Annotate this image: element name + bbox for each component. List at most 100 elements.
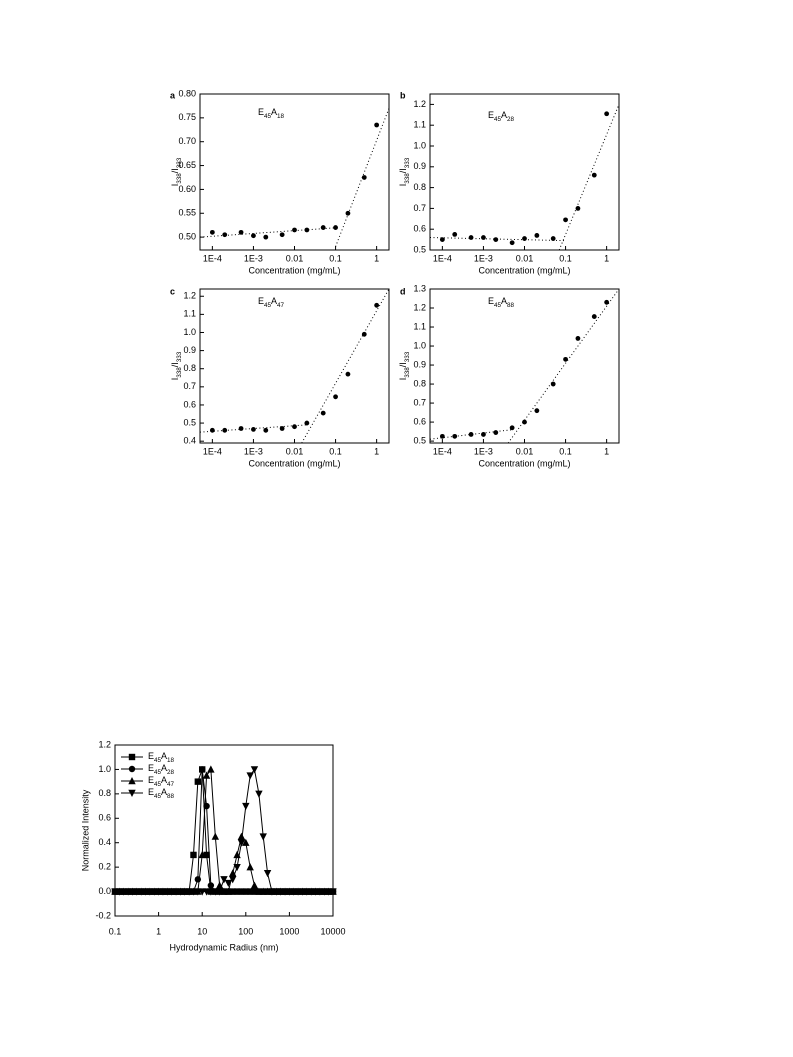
- data-point: [550, 381, 556, 387]
- y-axis-label: Normalized Intensity: [80, 789, 90, 871]
- fit-line: [507, 288, 620, 444]
- y-tick-label: 0.50: [178, 231, 196, 241]
- data-point: [534, 408, 540, 414]
- x-tick-label: 1E-3: [474, 446, 493, 456]
- data-point: [604, 299, 610, 305]
- y-tick-label: 0.80: [178, 88, 196, 98]
- data-point: [238, 426, 244, 431]
- data-point: [224, 879, 233, 888]
- data-point: [481, 235, 486, 240]
- data-point: [242, 802, 250, 811]
- data-point: [304, 420, 310, 426]
- data-point: [591, 172, 597, 178]
- data-point: [207, 882, 215, 889]
- y-tick-label: 0.2: [98, 862, 111, 872]
- legend-marker: [128, 753, 136, 761]
- data-point: [242, 838, 250, 846]
- y-tick-label: 0.60: [178, 184, 196, 194]
- x-axis-label: Concentration (mg/mL): [478, 265, 570, 275]
- annotation: E45A88: [488, 296, 515, 309]
- panel-label: b: [400, 90, 406, 100]
- data-point: [251, 233, 256, 239]
- data-point: [534, 233, 540, 238]
- x-tick-label: 1E-3: [244, 253, 263, 263]
- y-tick-label: 1.1: [413, 321, 426, 331]
- data-point: [190, 851, 197, 859]
- data-point: [251, 427, 256, 432]
- y-tick-label: 0.9: [183, 345, 196, 355]
- y-tick-label: 0.8: [413, 378, 426, 388]
- x-tick-label: 0.1: [109, 926, 122, 936]
- x-tick-label: 1E-4: [203, 446, 222, 456]
- data-point: [563, 217, 568, 223]
- data-point: [229, 876, 237, 884]
- data-point: [361, 175, 367, 180]
- data-point: [345, 371, 351, 377]
- x-tick-label: 1E-4: [433, 253, 452, 263]
- data-point: [493, 430, 499, 435]
- y-tick-label: 0.8: [183, 363, 196, 373]
- y-tick-label: 0.7: [413, 397, 426, 407]
- data-point: [222, 232, 228, 238]
- data-point: [292, 424, 297, 430]
- data-point: [468, 432, 474, 437]
- data-point: [237, 832, 246, 840]
- data-point: [222, 427, 228, 433]
- y-tick-label: 1.0: [98, 764, 111, 774]
- data-point: [522, 236, 527, 241]
- panel-label: c: [170, 286, 175, 296]
- y-tick-label: 1.2: [98, 739, 111, 749]
- y-tick-label: 1.1: [413, 120, 426, 130]
- x-tick-label: 0.01: [516, 446, 534, 456]
- data-point: [304, 227, 310, 233]
- data-point: [575, 206, 581, 211]
- y-axis-label: I338/I333: [398, 351, 411, 380]
- x-tick-label: 1: [374, 253, 379, 263]
- data-point: [209, 229, 215, 235]
- annotation: E45A47: [258, 296, 285, 309]
- y-tick-label: 0.8: [98, 788, 111, 798]
- y-tick-label: 0.4: [98, 837, 111, 847]
- fit-line: [199, 227, 339, 238]
- y-tick-label: 0.5: [413, 435, 426, 445]
- legend-label: E45A28: [148, 763, 175, 776]
- data-point: [591, 314, 597, 319]
- panel-label: d: [400, 286, 406, 296]
- x-tick-label: 100: [238, 926, 253, 936]
- data-point: [211, 832, 220, 840]
- y-tick-label: 0.9: [413, 359, 426, 369]
- x-tick-label: 0.1: [559, 253, 572, 263]
- data-point: [250, 766, 259, 774]
- data-point: [255, 790, 263, 798]
- data-point: [361, 331, 367, 337]
- x-tick-label: 1: [604, 446, 609, 456]
- y-tick-label: 0.6: [98, 813, 111, 823]
- y-tick-label: 0.4: [183, 436, 196, 446]
- y-tick-label: 1.3: [413, 283, 426, 293]
- data-point: [237, 839, 246, 847]
- data-point: [439, 433, 445, 439]
- panel-label: a: [170, 90, 176, 100]
- plot-frame: [199, 288, 390, 444]
- data-point: [263, 234, 269, 240]
- y-tick-label: 0.6: [413, 224, 426, 234]
- y-axis-label: I338/I333: [170, 351, 183, 380]
- y-tick-label: 0.70: [178, 136, 196, 146]
- data-point: [279, 426, 285, 431]
- legend-marker: [128, 777, 136, 785]
- data-point: [233, 863, 241, 872]
- data-point: [481, 432, 486, 437]
- data-point: [198, 850, 206, 859]
- data-point: [509, 240, 515, 246]
- y-tick-label: 0.55: [178, 208, 196, 218]
- data-point: [493, 237, 499, 243]
- y-tick-label: 0.6: [413, 416, 426, 426]
- data-point: [563, 356, 568, 362]
- data-point: [374, 302, 380, 308]
- y-tick-label: 0.9: [413, 161, 426, 171]
- data-point: [238, 229, 244, 235]
- y-axis-label: I338/I333: [170, 157, 183, 186]
- data-point: [263, 427, 269, 433]
- data-point: [452, 433, 458, 439]
